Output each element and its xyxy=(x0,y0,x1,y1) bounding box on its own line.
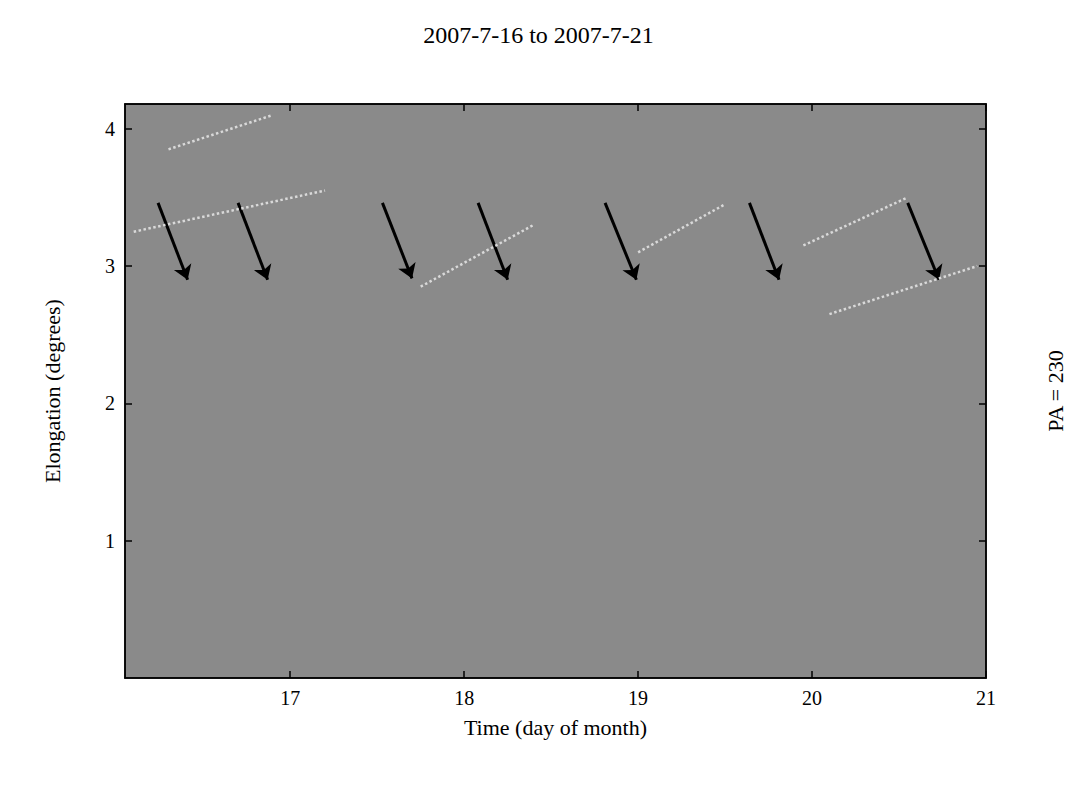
svg-text:4: 4 xyxy=(105,118,115,140)
svg-text:18: 18 xyxy=(454,687,474,709)
svg-text:Time (day of month): Time (day of month) xyxy=(464,715,647,740)
svg-text:19: 19 xyxy=(628,687,648,709)
svg-text:Elongation (degrees): Elongation (degrees) xyxy=(40,299,65,483)
svg-text:PA = 230: PA = 230 xyxy=(1043,350,1068,431)
svg-text:20: 20 xyxy=(802,687,822,709)
svg-text:21: 21 xyxy=(976,687,996,709)
svg-text:2007-7-16 to 2007-7-21: 2007-7-16 to 2007-7-21 xyxy=(423,22,654,48)
svg-text:17: 17 xyxy=(280,687,300,709)
svg-text:3: 3 xyxy=(105,255,115,277)
svg-text:2: 2 xyxy=(105,392,115,414)
svg-text:1: 1 xyxy=(105,530,115,552)
